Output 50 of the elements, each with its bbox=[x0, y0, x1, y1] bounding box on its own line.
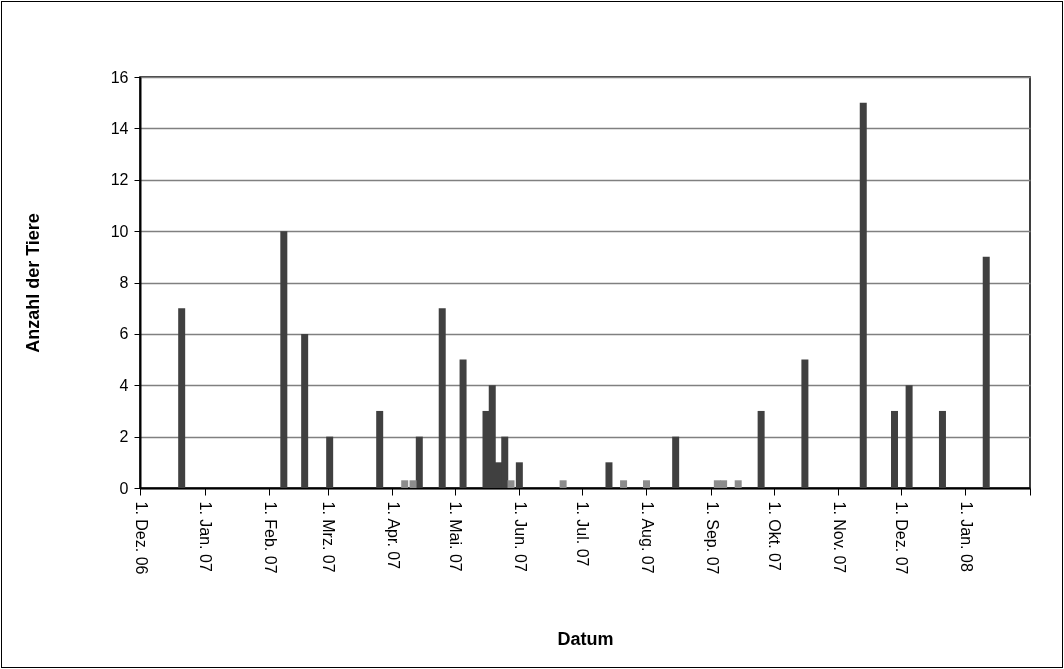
y-tick-label: 16 bbox=[110, 68, 129, 86]
bar bbox=[280, 231, 288, 488]
x-tick-label: 1. Jun. 07 bbox=[511, 501, 529, 572]
y-tick-label: 6 bbox=[119, 325, 129, 343]
y-tick-label: 14 bbox=[110, 119, 129, 137]
bar bbox=[438, 308, 446, 488]
bar bbox=[515, 462, 523, 488]
bar bbox=[507, 480, 515, 488]
bar bbox=[642, 480, 650, 488]
y-tick-label: 8 bbox=[119, 274, 129, 291]
x-tick-label: 1. Jul. 07 bbox=[574, 501, 592, 567]
bar bbox=[891, 410, 899, 488]
x-tick-label: 1. Nov. 07 bbox=[830, 501, 848, 574]
bar bbox=[982, 256, 990, 488]
x-tick-label: 1. Jan. 08 bbox=[957, 501, 975, 572]
x-tick-label: 1. Okt. 07 bbox=[766, 501, 784, 571]
x-tick-label: 1. Dez. 07 bbox=[893, 501, 911, 575]
bar bbox=[376, 410, 384, 488]
bar bbox=[905, 385, 913, 488]
bar bbox=[734, 480, 742, 488]
y-axis-title: Anzahl der Tiere bbox=[22, 213, 43, 353]
y-tick-label: 0 bbox=[119, 479, 129, 497]
bar bbox=[415, 436, 423, 488]
bar bbox=[672, 436, 680, 488]
x-tick-label: 1. Sep. 07 bbox=[703, 501, 721, 575]
bar bbox=[801, 359, 809, 488]
y-tick-label: 4 bbox=[119, 376, 129, 394]
bar bbox=[459, 359, 467, 488]
y-tick-label: 10 bbox=[110, 222, 129, 240]
x-tick-label: 1. Feb. 07 bbox=[261, 501, 279, 574]
x-tick-label: 1. Dez. 06 bbox=[132, 501, 150, 575]
y-tick-label: 12 bbox=[110, 171, 129, 189]
x-axis-title: Datum bbox=[557, 628, 614, 649]
bar bbox=[178, 308, 186, 488]
bar bbox=[401, 480, 409, 488]
x-tick-label: 1. Aug. 07 bbox=[638, 501, 656, 574]
bar bbox=[301, 333, 309, 488]
bar bbox=[326, 436, 334, 488]
bar bbox=[757, 410, 765, 488]
x-tick-label: 1. Mrz. 07 bbox=[320, 501, 338, 573]
y-tick-label: 2 bbox=[119, 428, 129, 446]
bar bbox=[859, 102, 867, 488]
x-tick-label: 1. Mai. 07 bbox=[447, 501, 465, 572]
bar bbox=[409, 480, 417, 488]
x-tick-label: 1. Apr. 07 bbox=[384, 501, 402, 570]
bar bbox=[938, 410, 946, 488]
x-tick-label: 1. Jan. 07 bbox=[197, 501, 215, 572]
bar bbox=[559, 480, 567, 488]
bar bbox=[605, 462, 613, 488]
bar bbox=[620, 480, 628, 488]
